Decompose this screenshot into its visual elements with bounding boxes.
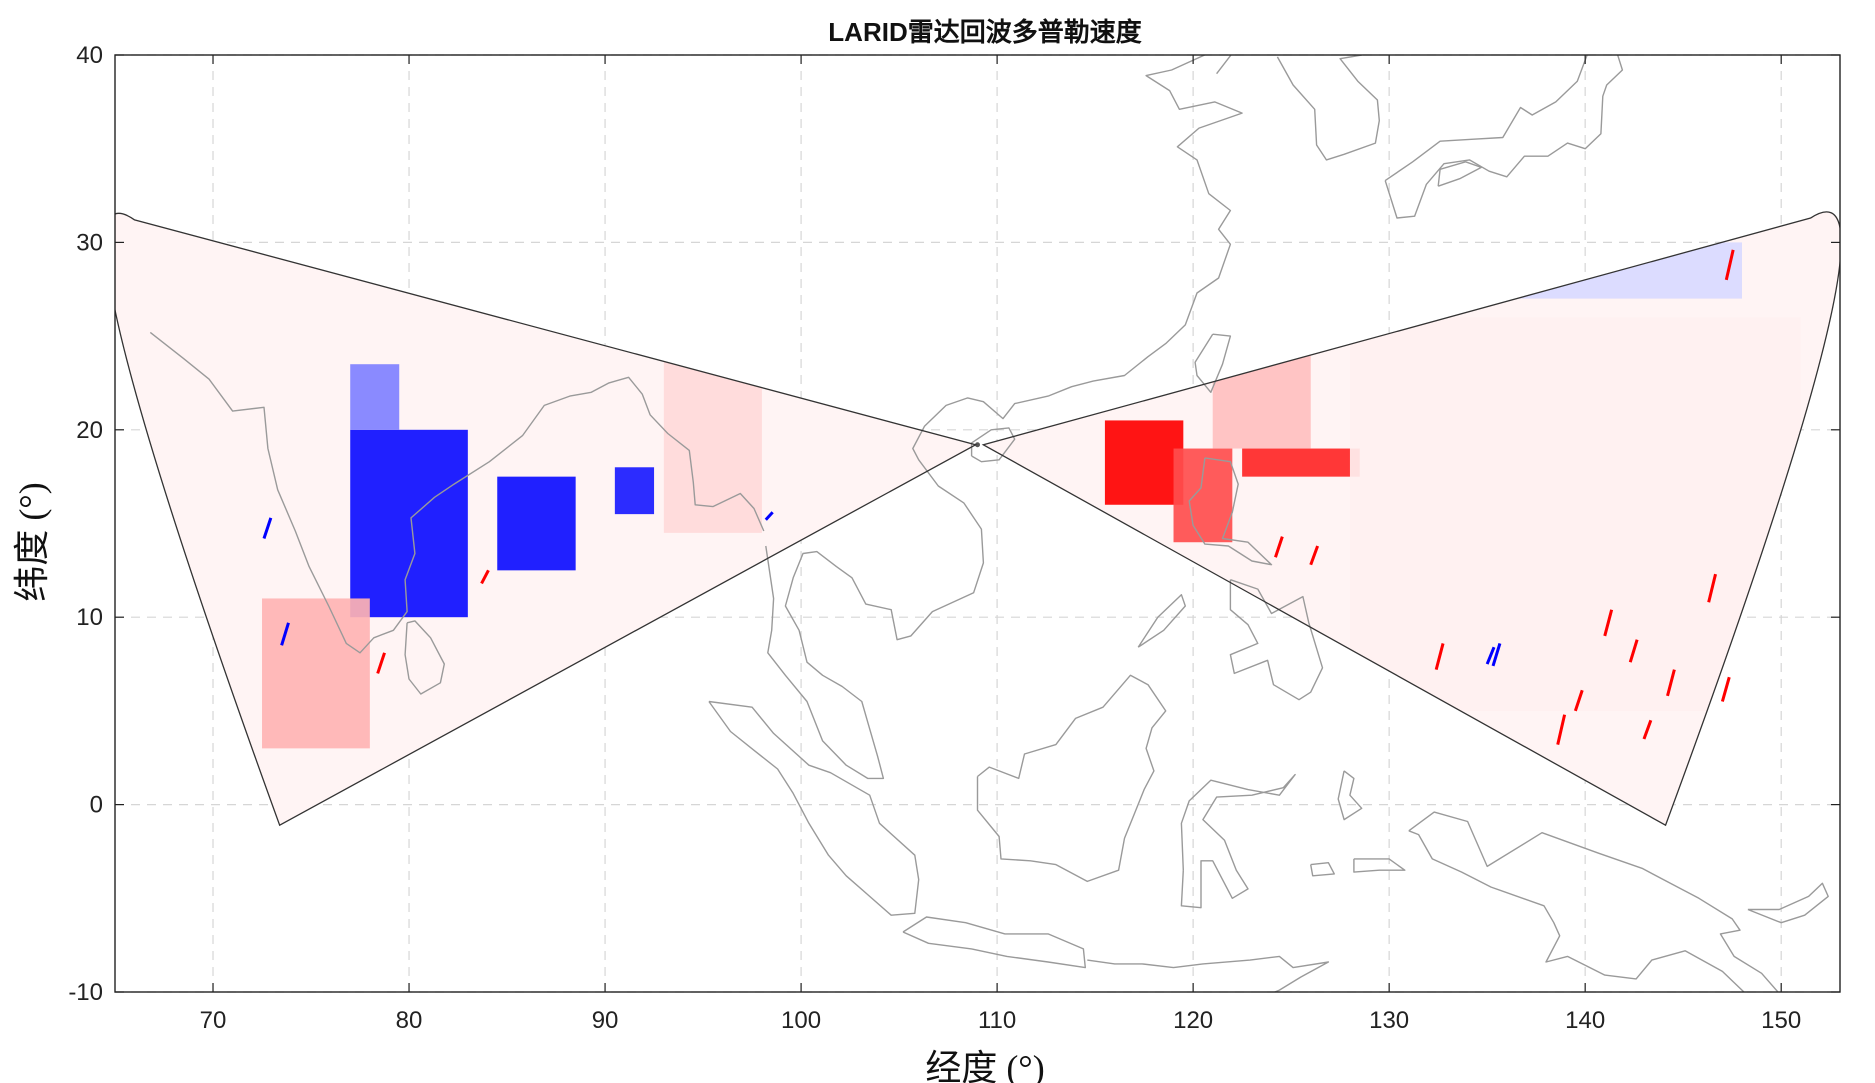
coastline-shikoku <box>1437 161 1483 187</box>
echo-streak <box>1720 676 1731 702</box>
x-tick-label: 80 <box>396 1007 423 1034</box>
echo-region <box>262 598 370 749</box>
echo-streak <box>1573 689 1584 712</box>
echo-streak <box>480 569 490 585</box>
echo-streak <box>1707 573 1717 603</box>
coastline-sulawesi <box>1180 773 1296 909</box>
x-tick-label: 120 <box>1173 1007 1213 1034</box>
coastline-visayas-mindanao <box>1229 579 1324 701</box>
echo-streak <box>1485 646 1496 665</box>
echo-streak <box>280 622 290 646</box>
coastline-sumatra <box>708 700 920 916</box>
coastline-southeast-asia-mainland <box>765 55 1243 780</box>
y-tick-label: 0 <box>90 792 103 819</box>
y-tick-label: 20 <box>76 417 103 444</box>
y-tick-label: 10 <box>76 604 103 631</box>
echo-streak <box>262 517 273 539</box>
echo-region <box>350 364 400 430</box>
coastline-borneo <box>976 674 1167 883</box>
chart-title: LARID雷达回波多普勒速度 <box>828 17 1141 47</box>
coastline-japan-sea-coast <box>1384 55 1588 182</box>
echo-region <box>497 476 576 571</box>
coastline-sri-lanka <box>404 620 445 695</box>
coastline-indian-peninsula <box>149 331 765 654</box>
y-tick-label: -10 <box>68 979 103 1006</box>
echo-streak <box>1309 545 1320 566</box>
echo-region <box>350 429 468 618</box>
axis-ticks: 70 80 90 100 110 120 130 140 150 -10 0 10 20 30 40 <box>68 42 1840 1034</box>
coastline-hainan <box>970 427 1016 463</box>
coastline-taiwan <box>1194 333 1232 393</box>
x-axis-label: 经度 (°) <box>925 1048 1044 1083</box>
doppler-echoes <box>262 242 1801 749</box>
coastline-ceram <box>1353 858 1406 873</box>
echo-region <box>1104 420 1184 505</box>
echo-streak <box>376 652 386 674</box>
coastline-java <box>902 916 1087 969</box>
x-tick-label: 70 <box>200 1007 227 1034</box>
echo-region <box>614 467 655 515</box>
axes-box <box>114 54 1841 993</box>
coastline-buru <box>1310 862 1336 877</box>
echo-streak <box>1274 536 1284 558</box>
y-tick-label: 40 <box>76 42 103 69</box>
x-tick-label: 100 <box>781 1007 821 1034</box>
x-tick-label: 90 <box>592 1007 619 1034</box>
coastline-japan-kyushu-honshu <box>1384 55 1624 219</box>
echo-region <box>1173 448 1233 543</box>
echo-streak <box>1491 642 1502 667</box>
coastlines <box>149 55 1829 992</box>
echo-streak <box>1666 669 1676 697</box>
coastline-korea <box>1276 55 1381 161</box>
x-tick-label: 140 <box>1565 1007 1605 1034</box>
radar-fan-outlines <box>115 211 1840 827</box>
radar-fan-outline-east <box>981 211 1840 827</box>
y-tick-label: 30 <box>76 229 103 256</box>
echo-streak <box>764 511 774 521</box>
coastline-palawan <box>1137 594 1187 648</box>
x-tick-label: 130 <box>1369 1007 1409 1034</box>
echo-streak <box>1642 719 1653 740</box>
echo-streak <box>1628 639 1639 663</box>
echo-region <box>1242 448 1360 477</box>
echo-streak <box>1724 249 1735 281</box>
x-tick-label: 110 <box>978 1007 1016 1034</box>
echo-streak <box>1434 643 1445 671</box>
radar-site <box>975 442 980 448</box>
y-axis-label: 纬度 (°) <box>12 482 52 601</box>
echo-streak <box>1603 609 1614 637</box>
coastline-lesser-sunda <box>1087 955 1330 992</box>
coastline-new-britain <box>1747 882 1829 924</box>
echo-region <box>1349 317 1801 711</box>
x-tick-label: 150 <box>1761 1007 1801 1034</box>
coastline-new-guinea <box>1408 811 1779 992</box>
coastline-luzon <box>1188 457 1273 566</box>
coastline-halmahera <box>1337 770 1363 821</box>
radar-fan-outline-west <box>115 212 978 827</box>
plot-area <box>115 55 1840 992</box>
echo-streak <box>1556 714 1567 745</box>
